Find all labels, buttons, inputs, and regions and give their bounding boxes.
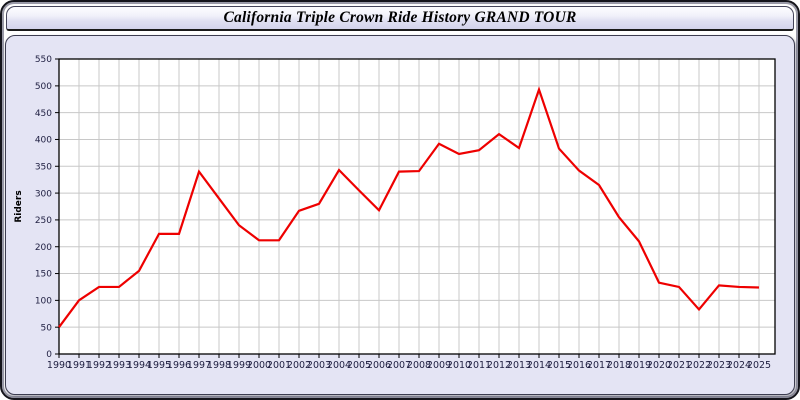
svg-text:2020: 2020 [647, 360, 671, 371]
svg-text:2010: 2010 [447, 360, 471, 371]
svg-text:2014: 2014 [527, 360, 551, 371]
svg-text:2024: 2024 [727, 360, 751, 371]
svg-text:2000: 2000 [247, 360, 271, 371]
svg-text:50: 50 [41, 323, 53, 333]
riders-line-chart: 0501001502002503003504004505005501990199… [14, 55, 776, 371]
title-bar: California Triple Crown Ride History GRA… [6, 6, 794, 31]
svg-text:2015: 2015 [547, 360, 571, 371]
svg-text:1993: 1993 [107, 360, 131, 371]
svg-text:2012: 2012 [487, 360, 511, 371]
svg-text:1998: 1998 [207, 360, 231, 371]
svg-text:500: 500 [35, 82, 52, 92]
svg-text:2022: 2022 [687, 360, 711, 371]
svg-text:1999: 1999 [227, 360, 251, 371]
svg-text:300: 300 [35, 189, 52, 199]
svg-text:200: 200 [35, 243, 52, 253]
page-title: California Triple Crown Ride History GRA… [223, 9, 577, 26]
svg-text:2001: 2001 [267, 360, 291, 371]
svg-text:2016: 2016 [567, 360, 591, 371]
plot-border [58, 58, 776, 355]
svg-text:1991: 1991 [67, 360, 91, 371]
svg-text:2011: 2011 [467, 360, 491, 371]
svg-text:1997: 1997 [187, 360, 211, 371]
svg-text:2002: 2002 [287, 360, 311, 371]
chart-panel: 0 50 100 150 200 250 300 350 400 450 500 550 1990 199… [5, 35, 795, 395]
svg-text:2008: 2008 [407, 360, 431, 371]
x-axis-labels: 1990199119921993199419951996199719981999… [47, 354, 771, 371]
svg-text:400: 400 [35, 136, 52, 146]
svg-text:2006: 2006 [367, 360, 391, 371]
svg-text:2018: 2018 [607, 360, 631, 371]
svg-text:2025: 2025 [747, 360, 771, 371]
svg-text:2023: 2023 [707, 360, 731, 371]
riders-line [58, 86, 760, 328]
svg-text:2009: 2009 [427, 360, 451, 371]
svg-text:550: 550 [35, 55, 52, 65]
svg-text:450: 450 [35, 109, 52, 119]
svg-text:2005: 2005 [347, 360, 371, 371]
svg-text:2007: 2007 [387, 360, 411, 371]
svg-text:0: 0 [46, 350, 52, 360]
y-axis-title: Riders [14, 190, 24, 222]
svg-text:1992: 1992 [87, 360, 111, 371]
svg-text:1996: 1996 [167, 360, 191, 371]
svg-text:100: 100 [35, 297, 52, 307]
svg-text:1995: 1995 [147, 360, 171, 371]
svg-text:2003: 2003 [307, 360, 331, 371]
svg-text:2019: 2019 [627, 360, 651, 371]
svg-text:1994: 1994 [127, 360, 151, 371]
svg-text:1990: 1990 [47, 360, 71, 371]
svg-text:2013: 2013 [507, 360, 531, 371]
y-axis-labels: 0 50 100 150 200 250 300 350 400 450 500 550 [35, 55, 59, 360]
svg-text:250: 250 [35, 216, 52, 226]
plot-area [59, 59, 775, 354]
svg-text:2004: 2004 [327, 360, 351, 371]
svg-text:2017: 2017 [587, 360, 611, 371]
svg-text:150: 150 [35, 270, 52, 280]
svg-text:2021: 2021 [667, 360, 691, 371]
svg-text:350: 350 [35, 162, 52, 172]
